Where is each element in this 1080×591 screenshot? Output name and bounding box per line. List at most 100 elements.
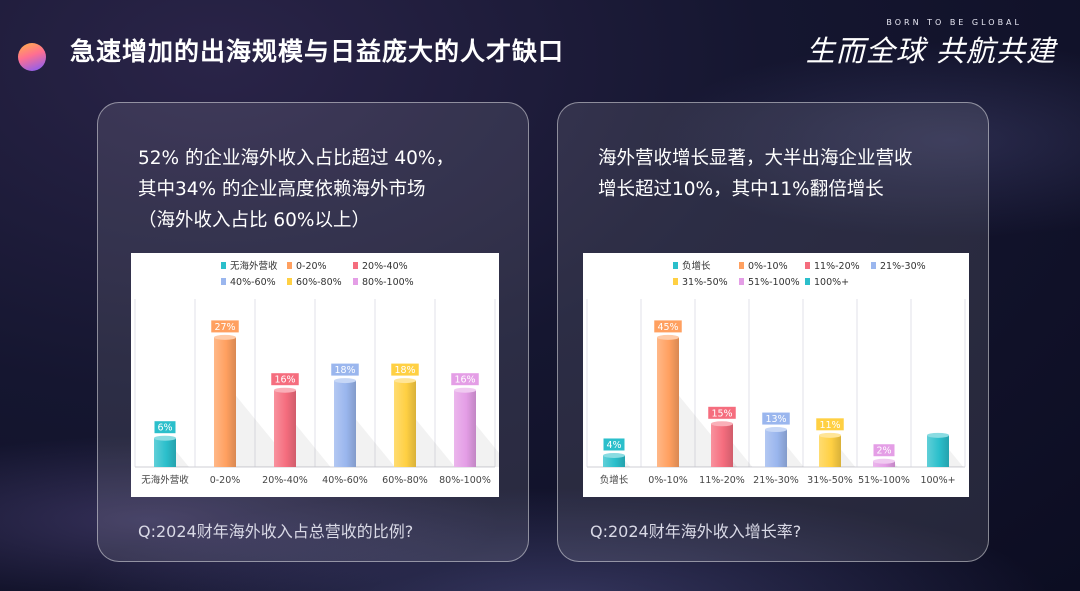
bar-top: [765, 427, 787, 433]
bar-top: [603, 452, 625, 458]
bar: [873, 461, 895, 467]
legend-label: 11%-20%: [814, 261, 860, 272]
panel1-heading-line: （海外收入占比 60%以上）: [138, 210, 371, 231]
bar: [334, 380, 356, 467]
legend-label: 40%-60%: [230, 277, 276, 288]
legend-label: 31%-50%: [682, 277, 728, 288]
bar: [765, 429, 787, 467]
legend-swatch: [805, 262, 810, 269]
value-label-bg: [603, 438, 625, 451]
page-title: 急速增加的出海规模与日益庞大的人才缺口: [70, 37, 565, 66]
value-label-bg: [391, 363, 419, 376]
value-label-bg: [211, 320, 239, 333]
revenue-share-chart: 无海外营收 0-20% 20%-40% 40%-60% 60%-80% 80%-100% 6…: [131, 253, 499, 497]
value-label: 4%: [606, 440, 621, 451]
panel2-heading: 海外营收增长显著，大半出海企业营收 增长超过10%，其中11%翻倍增长: [598, 143, 913, 205]
legend-swatch: [353, 278, 358, 285]
bar-top: [274, 387, 296, 393]
legend-label: 60%-80%: [296, 277, 342, 288]
bar-top: [394, 378, 416, 384]
bar-top: [657, 334, 679, 340]
legend-swatch: [871, 262, 876, 269]
overseas-growth-panel: 海外营收增长显著，大半出海企业营收 增长超过10%，其中11%翻倍增长 负增长 0…: [557, 102, 989, 562]
legend-label: 51%-100%: [748, 277, 800, 288]
category-label: 20%-40%: [262, 475, 308, 486]
value-label-bg: [654, 320, 682, 333]
value-label: 18%: [394, 365, 415, 376]
value-label-bg: [271, 373, 299, 386]
bar-top: [334, 378, 356, 384]
legend-label: 无海外营收: [230, 260, 278, 272]
bar: [657, 337, 679, 467]
value-label-bg: [762, 412, 790, 425]
category-label: 0-20%: [210, 475, 241, 486]
panel2-heading-line: 海外营收增长显著，大半出海企业营收: [598, 148, 913, 169]
panel2-question: Q:2024财年海外收入增长率?: [590, 522, 802, 541]
growth-rate-chart: 负增长 0%-10% 11%-20% 21%-30% 31%-50% 51%-100% 10…: [583, 253, 969, 497]
legend-swatch: [673, 262, 678, 269]
bar: [603, 455, 625, 467]
value-label-bg: [708, 406, 736, 419]
revenue-share-chart-svg: 无海外营收 0-20% 20%-40% 40%-60% 60%-80% 80%-100% 6…: [134, 260, 499, 486]
legend-swatch: [287, 278, 292, 285]
value-label: 11%: [819, 420, 840, 431]
value-label: 6%: [157, 423, 172, 434]
logo-orb-icon: [18, 43, 46, 71]
brand-logo-text: 生而全球 共航共建: [805, 34, 1056, 68]
category-label: 无海外营收: [141, 474, 189, 486]
value-label: 16%: [274, 375, 295, 386]
category-label: 80%-100%: [439, 475, 491, 486]
bar-shadow: [895, 463, 898, 467]
value-label: 18%: [334, 365, 355, 376]
value-label: 15%: [711, 408, 732, 419]
category-label: 60%-80%: [382, 475, 428, 486]
bar-top: [927, 432, 949, 438]
legend-swatch: [221, 278, 226, 285]
legend-label: 负增长: [682, 260, 711, 272]
value-label: 2%: [876, 446, 891, 457]
panel2-heading-line: 增长超过10%，其中11%翻倍增长: [598, 179, 884, 200]
panel1-heading-line: 52% 的企业海外收入占比超过 40%，: [138, 148, 455, 169]
panel1-heading: 52% 的企业海外收入占比超过 40%， 其中34% 的企业高度依赖海外市场 （…: [138, 143, 454, 236]
bar-shadow: [733, 443, 753, 467]
legend-label: 21%-30%: [880, 261, 926, 272]
bar-shadow: [625, 460, 631, 467]
legend-label: 20%-40%: [362, 261, 408, 272]
bar-shadow: [787, 446, 804, 467]
bar-shadow: [841, 449, 856, 467]
bar: [394, 380, 416, 467]
legend-swatch: [739, 262, 744, 269]
category-label: 0%-10%: [648, 475, 688, 486]
bar-top: [154, 435, 176, 441]
bar: [711, 423, 733, 467]
legend-swatch: [673, 278, 678, 285]
bar: [819, 435, 841, 467]
bar-top: [711, 421, 733, 427]
panel1-heading-line: 其中34% 的企业高度依赖海外市场: [138, 179, 426, 200]
value-label: 27%: [214, 322, 235, 333]
category-label: 100%+: [920, 475, 955, 486]
value-label-bg: [331, 363, 359, 376]
bar: [154, 438, 176, 467]
bar-shadow: [476, 424, 499, 467]
value-label: 16%: [454, 375, 475, 386]
bar-top: [873, 458, 895, 464]
bar: [274, 390, 296, 467]
panel1-question: Q:2024财年海外收入占总营收的比例?: [138, 522, 414, 541]
legend-label: 0-20%: [296, 261, 327, 272]
brand-tagline: BORN TO BE GLOBAL: [886, 18, 1022, 27]
category-label: 11%-20%: [699, 475, 745, 486]
category-label: 负增长: [600, 474, 629, 486]
legend-swatch: [221, 262, 226, 269]
bar: [927, 435, 949, 467]
legend-swatch: [805, 278, 810, 285]
category-label: 40%-60%: [322, 475, 368, 486]
overseas-revenue-share-panel: 52% 的企业海外收入占比超过 40%， 其中34% 的企业高度依赖海外市场 （…: [97, 102, 529, 562]
bar-top: [214, 334, 236, 340]
growth-rate-chart-svg: 负增长 0%-10% 11%-20% 21%-30% 31%-50% 51%-100% 10…: [586, 260, 966, 486]
bar-top: [819, 432, 841, 438]
bar-top: [454, 387, 476, 393]
legend-label: 100%+: [814, 277, 849, 288]
bar-shadow: [356, 419, 395, 467]
value-label-bg: [816, 418, 844, 431]
